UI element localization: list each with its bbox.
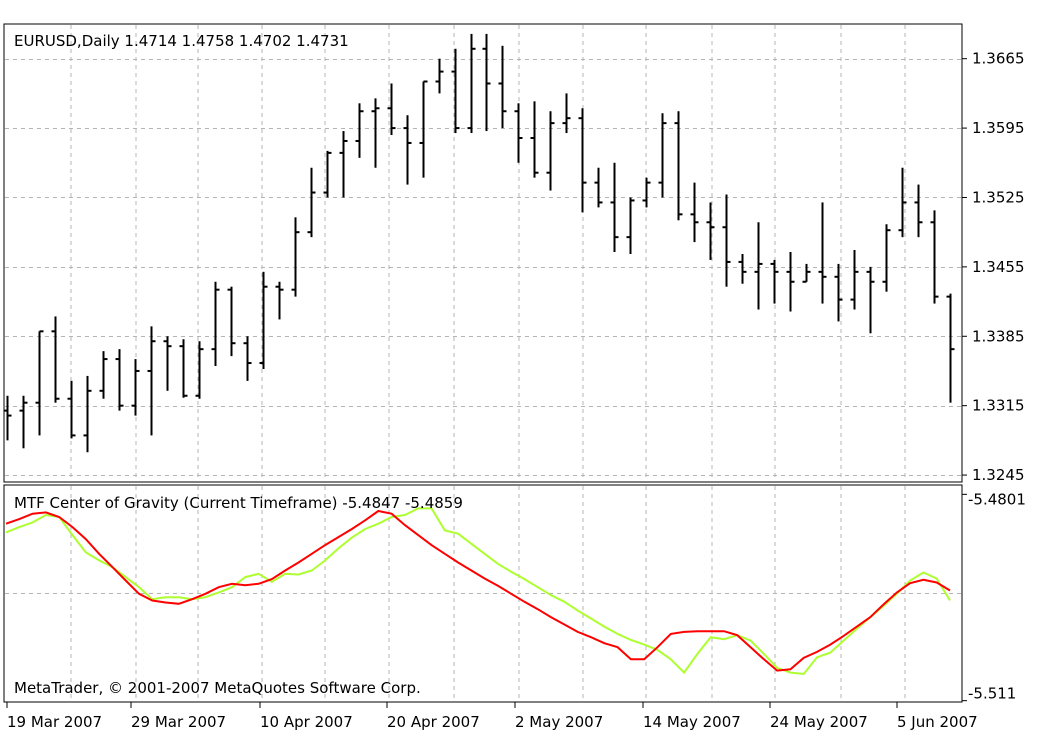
y-tick-label: 1.3315 [972,397,1025,415]
ohlc-bar [419,80,428,178]
ohlc-bar [211,281,220,367]
y-tick-label: 1.3385 [972,327,1025,345]
ohlc-bar [99,351,108,399]
main-grid [5,25,961,481]
ohlc-bar [403,115,412,185]
ohlc-bar [147,326,156,436]
ohlc-bar [435,58,444,94]
ohlc-bar [3,395,12,441]
ohlc-bar [467,33,476,134]
x-tick-label: 5 Jun 2007 [897,713,978,731]
ohlc-bar [530,101,539,178]
ohlc-bar [179,339,188,398]
ohlc-bar [227,286,236,357]
ohlc-bar [882,224,891,292]
ohlc-bar [291,217,300,297]
main-y-axis: 1.3665 1.3595 1.3525 1.3455 1.3385 1.3315 1.32… [962,50,1025,484]
x-tick-label: 29 Mar 2007 [131,713,226,731]
ohlc-bar [850,250,859,310]
indicator-grid [5,486,961,701]
y-tick-label: 1.3665 [972,50,1025,68]
x-tick-label: 19 Mar 2007 [7,713,102,731]
ohlc-bar [802,263,811,283]
ohlc-bar [67,380,76,439]
ohlc-bar [131,359,140,416]
slow-line-series [5,509,951,672]
ohlc-bar [866,266,875,334]
x-tick-label: 20 Apr 2007 [387,713,480,731]
ohlc-bar [786,252,795,312]
ohlc-bar [898,167,907,238]
ohlc-bar [770,259,779,304]
main-panel-frame [3,23,963,483]
indicator-panel-frame [3,484,963,703]
ohlc-bar [35,330,44,436]
indicator-y-axis: -5.4801 -5.511 [962,490,1026,703]
x-tick-label: 10 Apr 2007 [260,713,353,731]
ohlc-bar [83,375,92,453]
indicator-title: MTF Center of Gravity (Current Timeframe… [14,494,463,512]
ohlc-bar [722,194,731,287]
ohlc-bar [323,150,332,198]
ohlc-bar [387,83,396,136]
ohlc-bar [658,113,667,198]
ohlc-bar [275,281,284,320]
ohlc-bar [914,184,923,238]
y-tick-label: -5.4801 [968,490,1026,508]
ohlc-bar [371,98,380,168]
ohlc-bar [818,202,827,304]
ohlc-bar [307,167,316,238]
x-tick-label: 14 May 2007 [643,713,741,731]
ohlc-bar [562,93,571,134]
ohlc-bar [498,45,507,129]
ohlc-bar [674,111,683,221]
ohlc-bar [195,341,204,399]
ohlc-bar [243,336,252,381]
y-tick-label: 1.3455 [972,258,1025,276]
ohlc-bar [51,316,60,403]
ohlc-bar [259,271,268,369]
x-tick-label: 24 May 2007 [770,713,868,731]
ohlc-bar [19,395,28,449]
y-tick-label: 1.3525 [972,188,1025,206]
ohlc-bar [594,167,603,208]
ohlc-bar [642,177,651,208]
ohlc-bar [706,202,715,260]
ohlc-bar [946,293,955,403]
ohlc-bar [482,33,491,132]
ohlc-bar [610,162,619,253]
main-chart-title: EURUSD,Daily 1.4714 1.4758 1.4702 1.4731 [14,32,349,50]
ohlc-bar [738,253,747,284]
ohlc-bar [578,108,587,213]
indicator-lines [5,507,951,676]
x-axis: 19 Mar 2007 29 Mar 2007 10 Apr 2007 20 Apr … [6,702,978,731]
ohlc-bar [115,349,124,411]
ohlc-bar [451,48,460,134]
y-tick-label: -5.511 [968,685,1016,703]
x-tick-label: 2 May 2007 [515,713,603,731]
ohlc-bar [546,111,555,191]
ohlc-bar [355,103,364,158]
y-tick-label: 1.3595 [972,119,1025,137]
ohlc-bar [834,263,843,322]
ohlc-bar [626,197,635,254]
ohlc-bar [690,182,699,243]
fast-line-series [5,507,951,676]
ohlc-bar [514,103,523,163]
ohlc-bar [754,222,763,310]
y-tick-label: 1.3245 [972,466,1025,484]
ohlc-bar [339,131,348,198]
copyright-text: MetaTrader, © 2001-2007 MetaQuotes Softw… [14,679,421,697]
price-bars [3,33,955,453]
ohlc-bar [930,210,939,304]
ohlc-bar [163,336,172,391]
